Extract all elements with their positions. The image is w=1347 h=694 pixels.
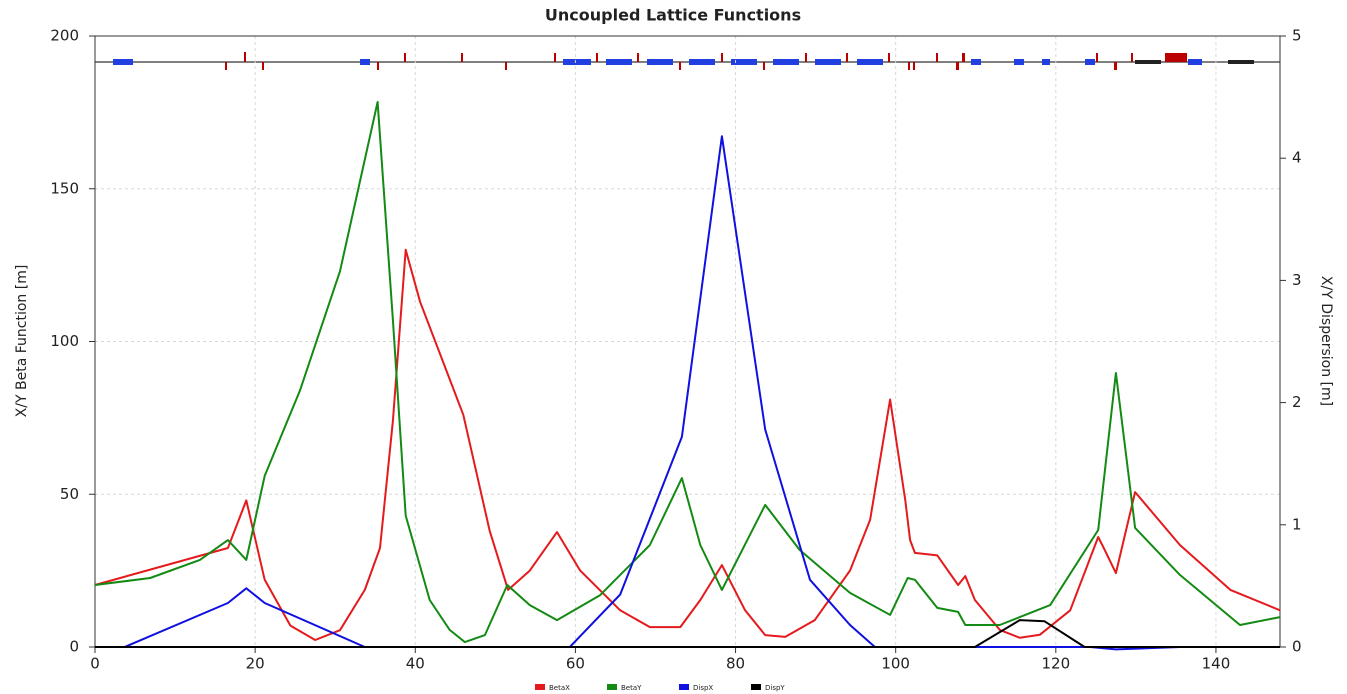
plot-frame — [94, 35, 1281, 648]
x-tick-label: 40 — [406, 655, 425, 673]
y2-tick-label: 1 — [1292, 515, 1302, 533]
legend-swatch — [607, 684, 617, 690]
series-line — [94, 101, 1281, 644]
legend-swatch — [679, 684, 689, 690]
legend-label: DispY — [765, 684, 785, 692]
legend-swatch — [751, 684, 761, 690]
legend-label: BetaY — [621, 684, 642, 692]
series-line — [94, 248, 1281, 641]
x-tick-label: 120 — [1041, 655, 1070, 673]
y2-tick-label: 5 — [1292, 27, 1302, 45]
y-tick-label: 50 — [60, 485, 79, 503]
series-line — [95, 135, 1280, 651]
y2-tick-label: 3 — [1292, 271, 1302, 289]
legend-swatch — [535, 684, 545, 690]
series-line — [95, 619, 1280, 648]
y-tick-label: 100 — [50, 332, 79, 350]
x-tick-label: 100 — [881, 655, 910, 673]
y2-axis-title: X/Y Dispersion [m] — [1318, 276, 1334, 406]
legend-label: BetaX — [549, 684, 570, 692]
y-axis-title: X/Y Beta Function [m] — [14, 265, 30, 418]
x-tick-label: 0 — [90, 655, 100, 673]
y-tick-label: 0 — [69, 638, 79, 656]
y2-tick-label: 4 — [1292, 149, 1302, 167]
x-tick-label: 60 — [566, 655, 585, 673]
y-tick-label: 200 — [50, 27, 79, 45]
y-tick-label: 150 — [50, 179, 79, 197]
x-tick-label: 140 — [1202, 655, 1231, 673]
lattice-strip — [95, 52, 1280, 70]
x-tick-label: 80 — [726, 655, 745, 673]
legend-label: DispX — [693, 684, 713, 692]
chart-title: Uncoupled Lattice Functions — [545, 6, 801, 25]
y2-tick-label: 0 — [1292, 638, 1302, 656]
x-tick-label: 20 — [246, 655, 265, 673]
y2-tick-label: 2 — [1292, 393, 1302, 411]
